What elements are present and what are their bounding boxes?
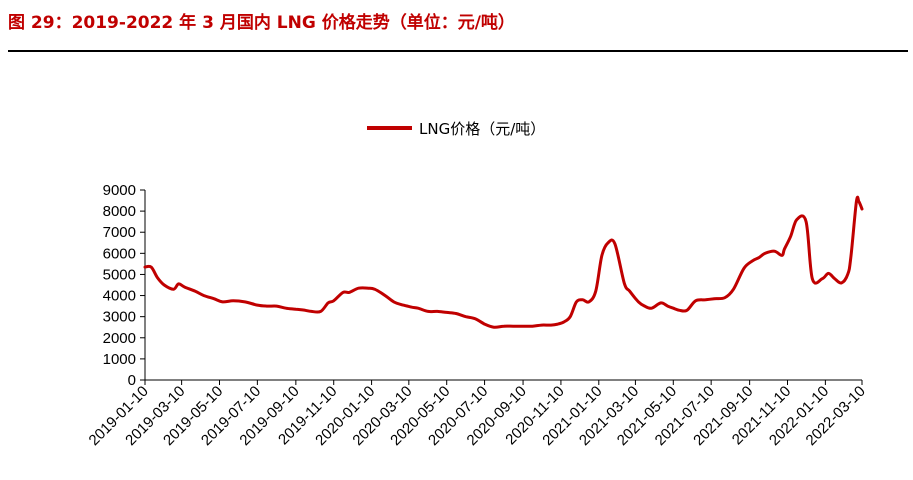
y-tick-label: 2000 <box>103 330 136 347</box>
y-tick-label: 4000 <box>103 288 136 305</box>
y-axis: 0 1000 2000 3000 4000 5000 6000 7000 8000 9000 <box>103 182 146 389</box>
y-tick-label: 3000 <box>103 309 136 326</box>
y-tick-label: 0 <box>128 372 136 389</box>
y-tick-label: 6000 <box>103 245 136 262</box>
x-axis: 2019-01-102019-03-102019-05-102019-07-10… <box>86 379 869 449</box>
legend: LNG价格（元/吨） <box>367 120 545 138</box>
lng-price-line <box>143 195 864 329</box>
y-tick-label: 5000 <box>103 266 136 283</box>
figure-title: 图 29：2019-2022 年 3 月国内 LNG 价格走势（单位：元/吨） <box>8 13 515 33</box>
y-tick-label: 7000 <box>103 224 136 241</box>
y-tick-label: 9000 <box>103 182 136 199</box>
title-divider <box>8 50 908 52</box>
y-tick-label: 8000 <box>103 203 136 220</box>
y-tick-label: 1000 <box>103 351 136 368</box>
legend-label: LNG价格（元/吨） <box>419 120 545 138</box>
